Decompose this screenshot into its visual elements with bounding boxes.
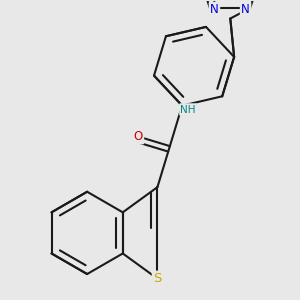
- Text: O: O: [134, 130, 143, 143]
- Text: S: S: [153, 272, 162, 285]
- Text: N: N: [241, 3, 250, 16]
- Text: N: N: [210, 3, 219, 16]
- Text: NH: NH: [180, 104, 196, 115]
